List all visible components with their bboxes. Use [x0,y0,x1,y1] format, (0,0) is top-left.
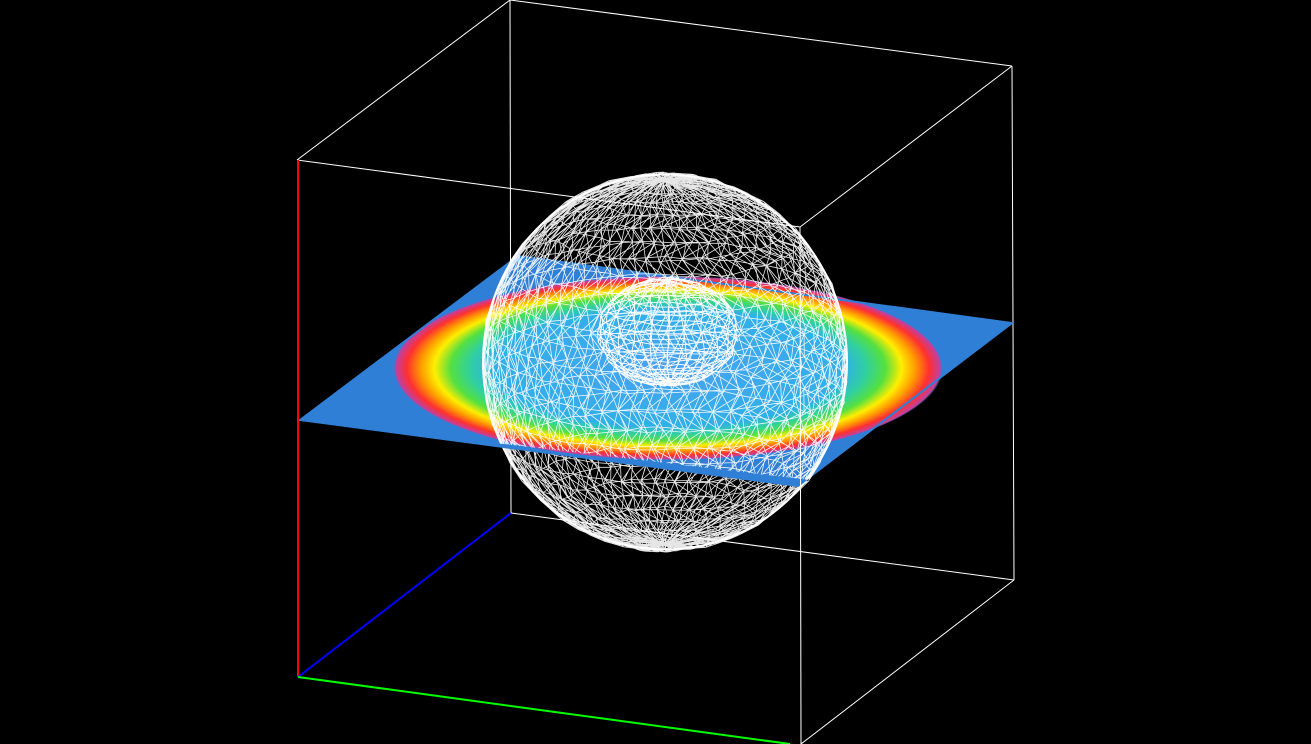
sphere-mesh-upper [481,171,848,480]
bounding-box-front-edges [296,65,1015,744]
box-edge [510,512,1015,581]
box-edge [296,159,801,228]
box-edge [800,579,1015,744]
axes [297,160,791,744]
box-edge [296,0,511,161]
wireframe-silhouette [482,173,848,480]
y-axis [297,512,512,678]
box-edge [799,226,802,744]
bounding-box-back-edges [296,0,1015,581]
box-edge [509,0,1013,67]
x-axis [297,676,791,744]
box-edge [799,65,1013,228]
slice-plane-edge-fill [297,254,1015,488]
